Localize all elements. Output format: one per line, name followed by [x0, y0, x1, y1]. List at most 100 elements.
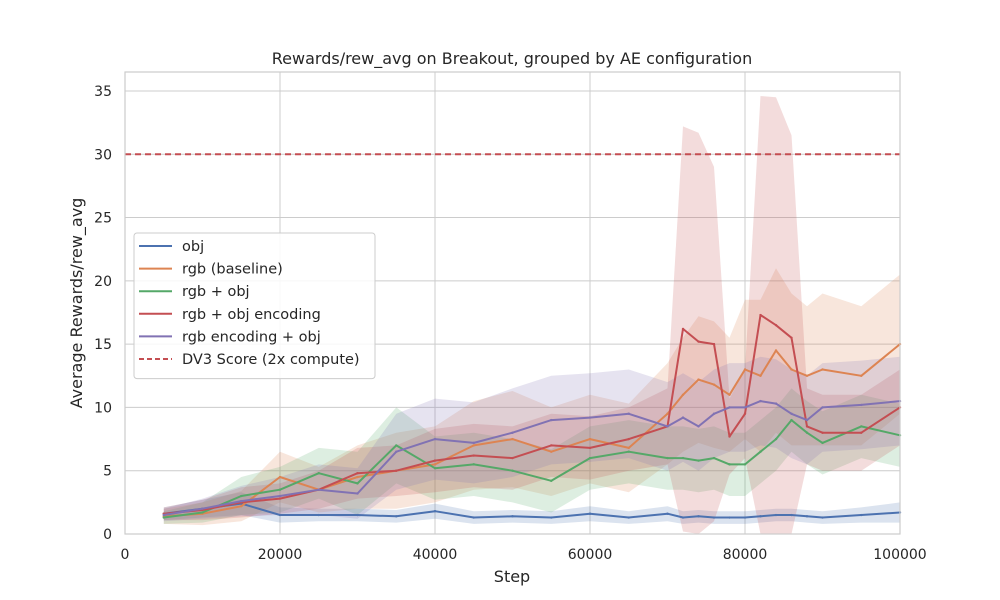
data-point: [278, 475, 282, 479]
data-point: [550, 418, 553, 422]
data-point: [433, 437, 437, 441]
data-point: [395, 444, 398, 447]
y-axis-label: Average Rewards/rew_avg: [67, 198, 87, 409]
data-point: [759, 399, 762, 403]
data-point: [317, 488, 320, 491]
data-point: [743, 463, 747, 466]
data-point: [356, 482, 359, 485]
data-point: [588, 437, 592, 441]
data-point: [666, 512, 669, 515]
data-point: [550, 516, 553, 519]
legend-label: rgb encoding + obj: [182, 329, 321, 345]
data-point: [821, 516, 824, 519]
series-band: [163, 96, 901, 534]
series-line: [163, 419, 901, 519]
data-point: [697, 515, 700, 518]
data-point: [278, 494, 282, 498]
data-point: [472, 441, 475, 445]
series-line: [163, 314, 901, 515]
series-line: [163, 400, 901, 516]
data-point: [712, 383, 716, 386]
data-point: [743, 516, 747, 519]
data-point: [759, 515, 762, 518]
data-point: [860, 431, 863, 434]
data-point: [240, 494, 243, 498]
legend: obj rgb (baseline) rgb + obj rgb + obj enco…: [133, 232, 376, 380]
data-point: [356, 492, 359, 495]
series-line: [163, 502, 901, 519]
data-point: [728, 393, 731, 396]
data-point: [472, 444, 475, 447]
x-tick-label: 60000: [568, 547, 613, 563]
data-point: [627, 446, 630, 450]
data-point: [627, 437, 630, 441]
data-point: [728, 435, 731, 438]
data-point: [860, 374, 863, 377]
data-point: [774, 323, 778, 327]
data-point: [860, 425, 863, 428]
data-point: [511, 437, 514, 441]
y-tick-label: 15: [94, 337, 112, 353]
data-point: [550, 450, 553, 453]
x-axis-label: Step: [494, 567, 530, 586]
data-point: [395, 450, 398, 453]
data-point: [550, 479, 553, 483]
data-point: [278, 513, 282, 517]
data-point: [627, 412, 630, 415]
data-point: [356, 513, 359, 517]
data-point: [201, 507, 204, 510]
data-point: [317, 472, 320, 475]
data-point: [790, 336, 793, 340]
data-point: [774, 402, 778, 405]
data-point: [666, 425, 669, 428]
data-point: [511, 469, 514, 472]
data-point: [774, 437, 778, 441]
data-point: [774, 513, 778, 517]
data-point: [743, 406, 747, 409]
data-point: [511, 515, 514, 518]
data-point: [395, 515, 398, 518]
data-point: [511, 456, 514, 460]
x-tick-label: 100000: [873, 547, 926, 563]
legend-label: rgb + obj: [182, 284, 250, 300]
data-point: [472, 463, 475, 466]
data-point: [666, 456, 669, 460]
data-point: [805, 374, 809, 377]
data-point: [860, 403, 863, 407]
y-tick-label: 35: [94, 84, 112, 100]
data-point: [681, 416, 685, 419]
data-point: [743, 412, 747, 415]
data-point: [743, 368, 747, 371]
data-point: [759, 450, 762, 453]
data-point: [681, 456, 685, 460]
data-point: [681, 516, 685, 519]
data-point: [790, 513, 793, 517]
data-point: [627, 450, 630, 453]
data-point: [805, 515, 809, 518]
data-point: [278, 488, 282, 491]
data-point: [712, 412, 716, 415]
y-tick-label: 25: [94, 211, 112, 227]
data-point: [728, 463, 731, 466]
data-point: [356, 472, 359, 475]
data-point: [666, 412, 669, 415]
data-point: [805, 418, 809, 422]
data-point: [588, 416, 592, 419]
data-point: [821, 441, 824, 445]
data-point: [821, 431, 824, 434]
data-point: [821, 368, 824, 371]
data-point: [681, 393, 685, 396]
data-point: [550, 444, 553, 447]
data-point: [588, 456, 592, 460]
data-point: [433, 459, 437, 462]
legend-label: obj: [182, 239, 204, 255]
data-point: [162, 513, 165, 517]
legend-label: rgb + obj encoding: [182, 307, 321, 323]
y-tick-label: 10: [94, 400, 112, 416]
data-point: [712, 516, 716, 519]
data-point: [860, 513, 863, 517]
data-point: [790, 368, 793, 371]
legend-label: DV3 Score (2x compute): [182, 352, 360, 368]
series-band: [163, 388, 901, 524]
